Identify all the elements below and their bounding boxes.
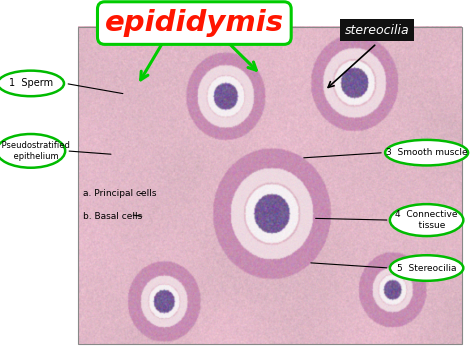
Text: 4  Connective
    tissue: 4 Connective tissue [395,211,458,230]
Text: stereocilia: stereocilia [345,24,409,37]
Ellipse shape [385,140,468,165]
Text: 5  Stereocilia: 5 Stereocilia [397,263,456,273]
Text: a. Principal cells: a. Principal cells [83,189,156,198]
Text: 2  Pseudostratified
    epithelium: 2 Pseudostratified epithelium [0,141,70,160]
Ellipse shape [0,134,65,168]
Text: 3  Smooth muscle: 3 Smooth muscle [386,148,467,157]
Text: epididymis: epididymis [105,9,284,37]
Ellipse shape [390,255,464,281]
Ellipse shape [0,71,64,96]
Text: b. Basal cells: b. Basal cells [83,212,142,221]
Ellipse shape [390,204,464,236]
Text: 1  Sperm: 1 Sperm [9,78,53,88]
